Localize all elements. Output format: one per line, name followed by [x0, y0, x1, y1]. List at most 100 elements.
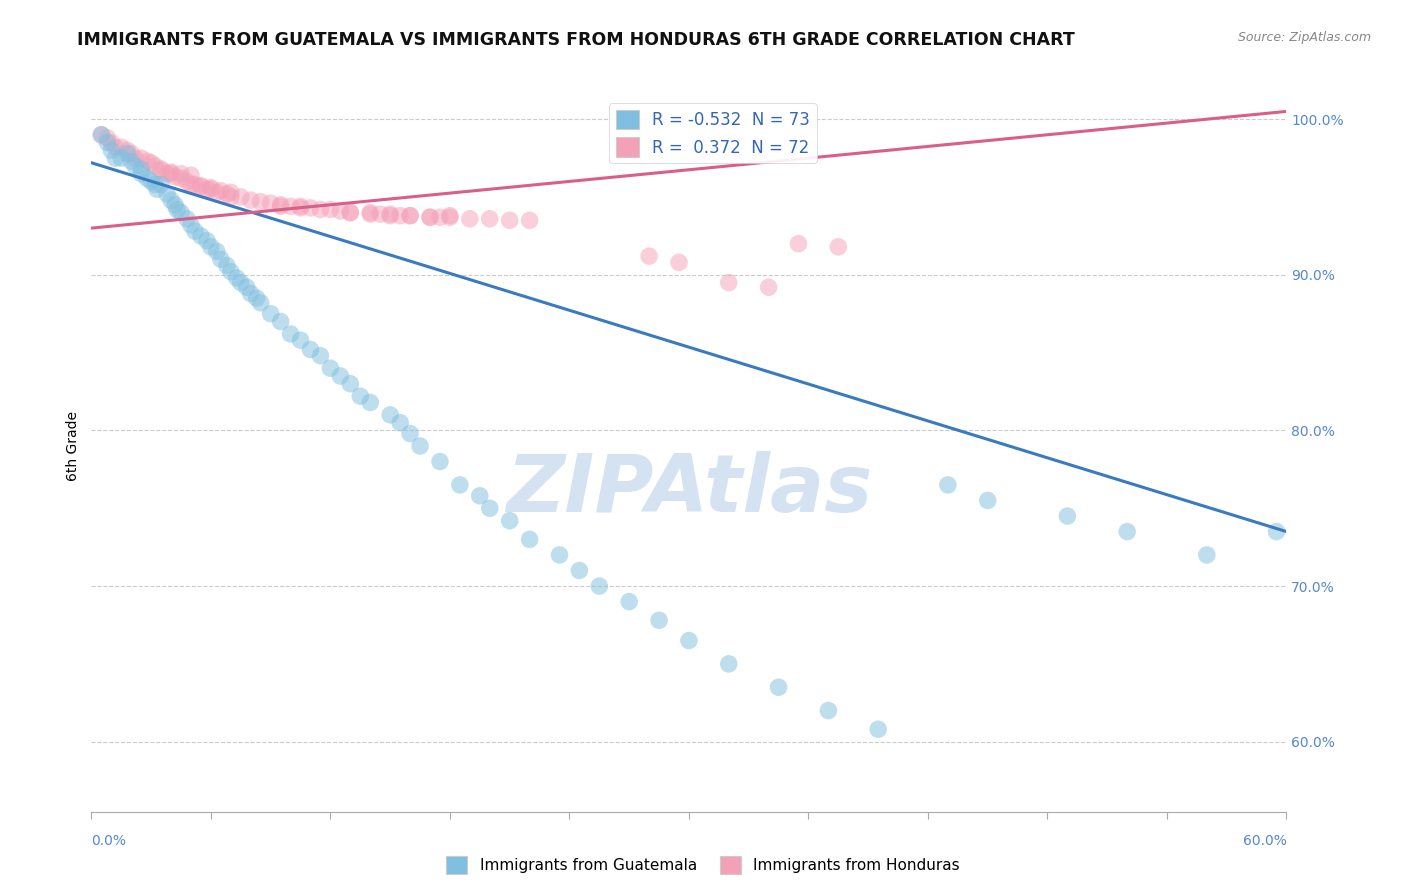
Point: [1195, 548, 1218, 562]
Text: Source: ZipAtlas.com: Source: ZipAtlas.com: [1237, 31, 1371, 45]
Point: [758, 280, 780, 294]
Point: [290, 199, 312, 213]
Point: [124, 159, 146, 173]
Text: ZIPAtlas: ZIPAtlas: [506, 450, 872, 529]
Point: [141, 174, 162, 188]
Text: 60.0%: 60.0%: [1243, 834, 1286, 847]
Point: [498, 514, 520, 528]
Point: [229, 190, 252, 204]
Point: [219, 186, 242, 200]
Point: [141, 155, 162, 169]
Point: [339, 205, 361, 219]
Point: [399, 426, 422, 441]
Point: [205, 186, 228, 200]
Point: [498, 213, 520, 227]
Point: [409, 439, 432, 453]
Point: [717, 276, 740, 290]
Point: [143, 159, 166, 173]
Point: [419, 211, 441, 225]
Point: [176, 211, 198, 226]
Point: [90, 128, 112, 142]
Point: [156, 186, 179, 201]
Point: [110, 151, 132, 165]
Point: [270, 198, 292, 212]
Point: [1265, 524, 1288, 539]
Point: [458, 211, 481, 226]
Point: [429, 454, 451, 468]
Point: [96, 136, 118, 150]
Point: [468, 489, 491, 503]
Point: [170, 205, 193, 219]
Point: [180, 168, 202, 182]
Legend: Immigrants from Guatemala, Immigrants from Honduras: Immigrants from Guatemala, Immigrants fr…: [440, 850, 966, 880]
Point: [143, 178, 166, 192]
Point: [104, 140, 127, 154]
Legend: R = -0.532  N = 73, R =  0.372  N = 72: R = -0.532 N = 73, R = 0.372 N = 72: [609, 103, 817, 163]
Point: [378, 207, 402, 221]
Point: [817, 704, 839, 718]
Point: [768, 680, 790, 694]
Point: [190, 228, 212, 243]
Point: [246, 291, 269, 305]
Point: [678, 633, 700, 648]
Point: [136, 154, 159, 169]
Point: [100, 136, 122, 150]
Point: [195, 234, 218, 248]
Point: [170, 171, 193, 186]
Point: [648, 613, 671, 627]
Point: [429, 211, 451, 225]
Point: [378, 408, 402, 422]
Point: [160, 167, 183, 181]
Point: [280, 326, 302, 341]
Point: [319, 202, 342, 217]
Point: [209, 252, 232, 267]
Text: IMMIGRANTS FROM GUATEMALA VS IMMIGRANTS FROM HONDURAS 6TH GRADE CORRELATION CHAR: IMMIGRANTS FROM GUATEMALA VS IMMIGRANTS …: [77, 31, 1076, 49]
Point: [190, 179, 212, 194]
Point: [124, 151, 146, 165]
Point: [439, 211, 461, 225]
Point: [195, 182, 218, 196]
Point: [120, 146, 142, 161]
Point: [638, 249, 661, 263]
Point: [100, 144, 122, 158]
Point: [156, 167, 179, 181]
Point: [259, 307, 281, 321]
Point: [200, 180, 222, 194]
Point: [180, 218, 202, 232]
Point: [309, 202, 332, 217]
Point: [359, 395, 381, 409]
Point: [104, 151, 127, 165]
Point: [419, 211, 441, 225]
Point: [588, 579, 610, 593]
Point: [868, 723, 890, 737]
Point: [827, 240, 849, 254]
Point: [176, 174, 198, 188]
Point: [299, 343, 322, 357]
Point: [180, 178, 202, 192]
Point: [249, 194, 271, 209]
Point: [110, 140, 132, 154]
Point: [329, 368, 352, 383]
Point: [209, 184, 232, 198]
Point: [319, 361, 342, 376]
Point: [96, 131, 118, 145]
Point: [225, 271, 247, 285]
Point: [239, 193, 262, 207]
Point: [219, 190, 242, 204]
Point: [936, 478, 959, 492]
Text: 0.0%: 0.0%: [91, 834, 127, 847]
Point: [280, 199, 302, 213]
Point: [478, 501, 501, 516]
Point: [184, 178, 207, 192]
Point: [359, 205, 381, 219]
Point: [399, 209, 422, 223]
Point: [309, 349, 332, 363]
Point: [1116, 524, 1139, 539]
Point: [389, 416, 412, 430]
Point: [120, 154, 142, 169]
Point: [136, 171, 159, 186]
Point: [229, 276, 252, 290]
Point: [129, 161, 152, 176]
Point: [1056, 509, 1078, 524]
Point: [449, 478, 471, 492]
